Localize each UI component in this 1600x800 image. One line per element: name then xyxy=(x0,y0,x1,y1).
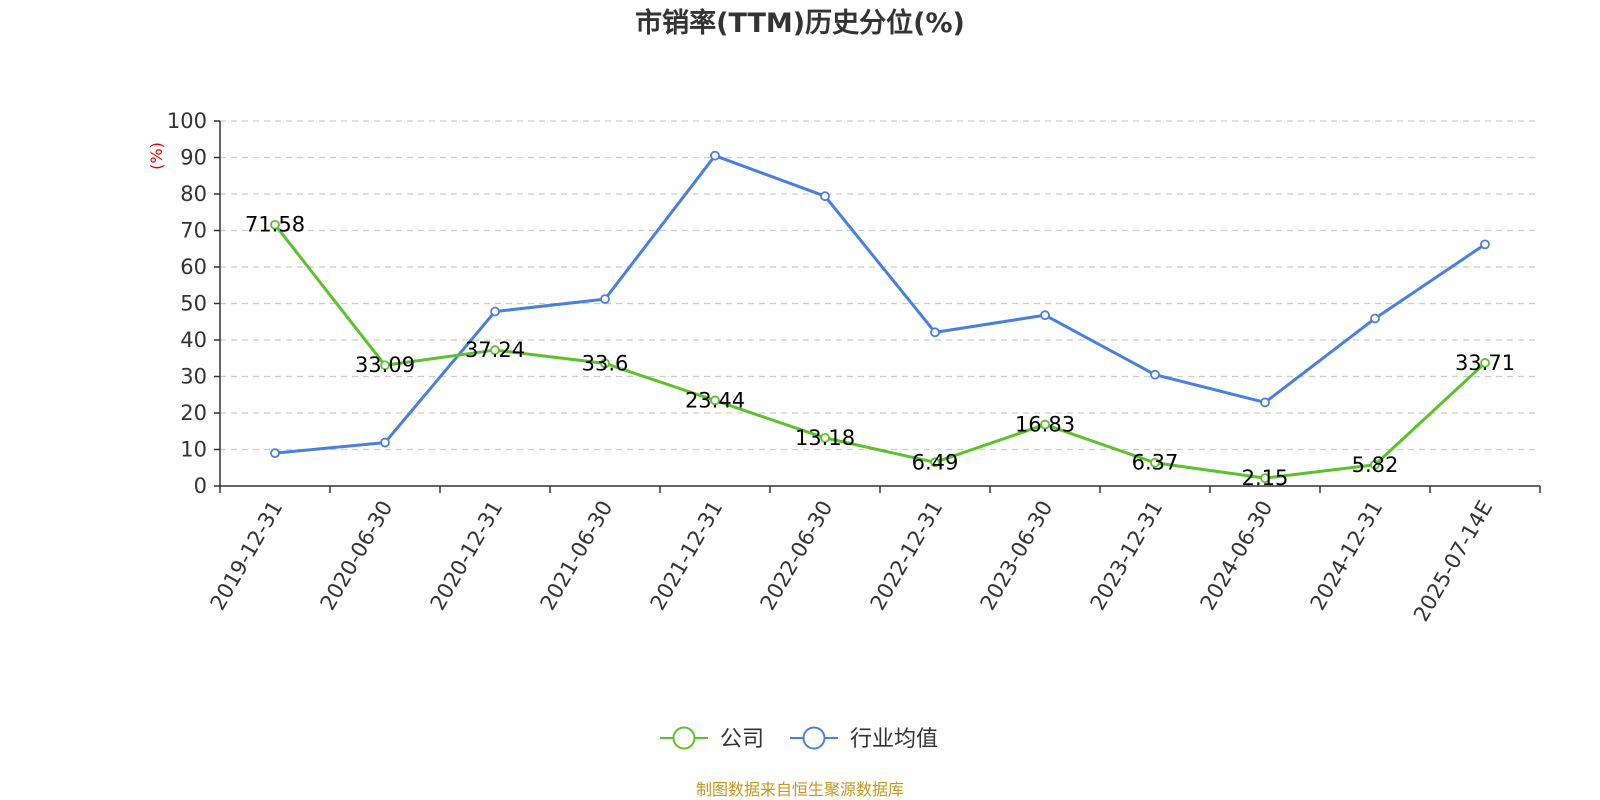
y-tick-label: 50 xyxy=(180,292,207,316)
source-note: 制图数据来自恒生聚源数据库 xyxy=(696,780,904,799)
data-point xyxy=(600,358,610,369)
axes xyxy=(214,120,1541,493)
x-tick-label: 2020-06-30 xyxy=(316,497,398,615)
data-point xyxy=(1040,310,1050,321)
y-axis-label: (%) xyxy=(147,142,166,170)
x-tick-label: 2024-06-30 xyxy=(1196,497,1278,615)
x-tick-label: 2023-06-30 xyxy=(976,497,1058,615)
data-label: 6.49 xyxy=(912,450,959,474)
data-point xyxy=(1480,239,1490,250)
data-label: 71.58 xyxy=(245,213,305,237)
data-point xyxy=(600,294,610,305)
data-label: 13.18 xyxy=(795,426,855,450)
data-label: 37.24 xyxy=(465,338,525,362)
data-label: 2.15 xyxy=(1242,466,1289,490)
x-tick-label: 2022-12-31 xyxy=(866,497,948,615)
data-label: 33.71 xyxy=(1455,351,1515,375)
data-point xyxy=(1260,473,1270,484)
x-tick-label: 2020-12-31 xyxy=(426,497,508,615)
data-point xyxy=(1150,369,1160,380)
y-tick-label: 40 xyxy=(180,328,207,352)
x-tick-label: 2019-12-31 xyxy=(206,497,288,615)
data-point xyxy=(930,457,940,468)
data-label: 5.82 xyxy=(1352,453,1399,477)
x-ticks: 2019-12-31 2020-06-30 2020-12-31 2021-06-30… xyxy=(206,497,1498,626)
data-label: 16.83 xyxy=(1015,413,1075,437)
y-tick-label: 60 xyxy=(180,255,207,279)
data-point xyxy=(380,437,390,448)
y-tick-label: 80 xyxy=(180,182,207,206)
data-point xyxy=(490,345,500,355)
y-tick-label: 90 xyxy=(180,146,207,170)
legend-marker xyxy=(672,726,696,750)
y-tick-label: 30 xyxy=(180,365,207,389)
y-ticks: 0 10 20 30 40 50 60 70 80 90 100 xyxy=(167,109,207,498)
x-tick-label: 2025-07-14E xyxy=(1409,497,1497,626)
data-point xyxy=(1370,459,1380,470)
series-group xyxy=(270,150,1490,484)
x-tick-label: 2022-06-30 xyxy=(756,497,838,615)
grid xyxy=(220,120,1540,451)
legend-label: 公司 xyxy=(720,727,764,752)
data-label: 33.6 xyxy=(582,351,629,375)
data-label: 33.09 xyxy=(355,353,415,377)
y-tick-label: 70 xyxy=(180,219,207,243)
data-label: 23.44 xyxy=(685,388,745,412)
y-tick-label: 20 xyxy=(180,401,207,425)
data-point xyxy=(1040,419,1050,430)
legend-label: 行业均值 xyxy=(850,727,938,752)
data-point xyxy=(270,448,280,459)
data-point xyxy=(820,191,830,202)
y-tick-label: 100 xyxy=(167,109,207,133)
series-line xyxy=(274,154,1486,455)
series-line xyxy=(273,223,1487,480)
data-point xyxy=(820,432,830,443)
data-point xyxy=(930,327,940,338)
data-point xyxy=(1370,313,1380,324)
y-tick-label: 0 xyxy=(194,474,207,498)
data-point xyxy=(1260,397,1270,408)
data-point xyxy=(1480,358,1490,368)
legend-marker xyxy=(802,726,826,750)
y-tick-label: 10 xyxy=(180,438,207,462)
data-point xyxy=(710,395,720,406)
data-point xyxy=(270,219,280,230)
data-point xyxy=(1150,457,1160,468)
data-label: 6.37 xyxy=(1132,451,1179,475)
x-tick-label: 2024-12-31 xyxy=(1306,497,1388,615)
x-tick-label: 2023-12-31 xyxy=(1086,497,1168,615)
data-point xyxy=(380,360,390,371)
legend[interactable]: 公司 行业均值 xyxy=(660,726,938,752)
x-tick-label: 2021-12-31 xyxy=(646,497,728,615)
data-point xyxy=(490,306,500,317)
data-labels: 71.58 33.09 37.24 33.6 23.44 13.18 6.49 16.83 6.… xyxy=(245,213,1515,490)
data-point xyxy=(710,150,720,161)
chart-title: 市销率(TTM)历史分位(%) xyxy=(635,7,965,39)
x-tick-label: 2021-06-30 xyxy=(536,497,618,615)
